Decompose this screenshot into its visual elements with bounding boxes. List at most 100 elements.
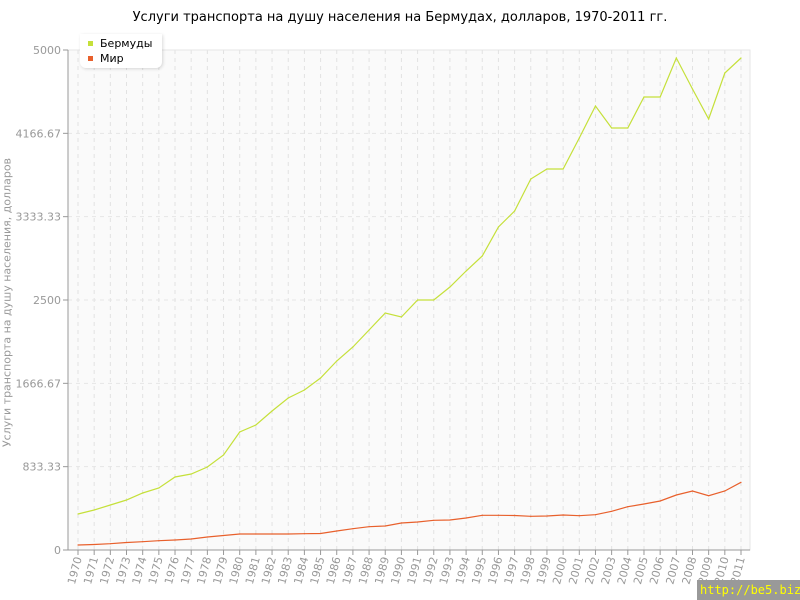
data-point — [481, 255, 483, 257]
y-tick-label: 1666.67 — [16, 377, 62, 390]
data-point — [740, 57, 742, 59]
legend-swatch — [88, 41, 93, 46]
data-point — [336, 360, 338, 362]
data-point — [433, 299, 435, 301]
data-point — [530, 178, 532, 180]
data-point — [481, 514, 483, 516]
data-point — [158, 540, 160, 542]
data-point — [449, 286, 451, 288]
data-point — [303, 533, 305, 535]
series-line-bermuda — [77, 56, 742, 515]
data-point — [659, 500, 661, 502]
data-point — [287, 533, 289, 535]
data-point — [206, 536, 208, 538]
data-point — [174, 476, 176, 478]
data-point — [222, 454, 225, 456]
data-point — [319, 532, 322, 535]
data-point — [239, 431, 241, 433]
data-point — [643, 503, 645, 505]
data-point — [594, 514, 597, 516]
data-point — [675, 57, 677, 59]
data-point — [174, 539, 176, 541]
data-point — [206, 466, 208, 468]
data-point — [400, 316, 403, 318]
data-point — [740, 481, 742, 483]
data-point — [497, 226, 500, 228]
data-point — [562, 514, 564, 516]
data-point — [594, 105, 597, 107]
data-point — [109, 543, 111, 545]
data-point — [465, 270, 467, 272]
data-point — [352, 528, 354, 530]
data-point — [271, 533, 273, 535]
data-point — [77, 513, 79, 515]
data-point — [303, 389, 305, 391]
data-point — [142, 541, 144, 543]
y-axis-label: Услуги транспорта на душу населения, дол… — [0, 157, 14, 448]
data-point — [691, 88, 694, 90]
legend-item-bermuda[interactable]: Бермуды — [88, 37, 152, 50]
data-point — [611, 127, 613, 129]
data-point — [271, 410, 273, 412]
data-point — [497, 514, 500, 516]
data-point — [416, 521, 419, 523]
data-point — [125, 541, 128, 544]
data-point — [449, 519, 451, 521]
data-point — [77, 544, 79, 546]
data-point — [125, 499, 128, 501]
data-point — [384, 525, 386, 527]
data-point — [239, 533, 241, 535]
y-tick-label: 833.33 — [23, 461, 62, 474]
data-point — [368, 329, 370, 331]
data-point — [611, 510, 613, 512]
data-point — [93, 509, 95, 511]
y-tick-label: 5000 — [33, 44, 61, 57]
data-point — [675, 494, 677, 496]
data-point — [530, 515, 532, 517]
data-point — [222, 534, 225, 537]
data-point — [514, 514, 516, 517]
data-point — [562, 168, 564, 170]
data-point — [142, 492, 144, 494]
data-point — [368, 526, 370, 528]
y-tick-label: 3333.33 — [16, 211, 62, 224]
legend-item-world[interactable]: Мир — [88, 52, 124, 65]
data-point — [319, 377, 322, 379]
data-point — [255, 424, 257, 426]
legend-swatch — [88, 56, 93, 61]
data-point — [691, 490, 694, 492]
data-point — [578, 515, 580, 517]
data-point — [190, 538, 192, 540]
data-point — [643, 96, 645, 98]
chart-title: Услуги транспорта на душу населения на Б… — [132, 10, 668, 25]
data-point — [546, 168, 548, 170]
data-point — [255, 533, 257, 535]
data-point — [465, 517, 467, 519]
data-point — [627, 506, 629, 508]
data-point — [708, 118, 710, 120]
data-point — [546, 515, 548, 517]
y-tick-label: 4166.67 — [16, 127, 62, 140]
data-point — [287, 397, 289, 399]
legend: Бермуды Мир — [80, 34, 162, 68]
data-point — [514, 210, 516, 212]
y-tick-label: 2500 — [33, 294, 61, 307]
data-point — [627, 127, 629, 129]
series-line-world — [77, 481, 742, 546]
data-point — [352, 346, 354, 348]
data-point — [433, 519, 435, 521]
data-point — [708, 495, 710, 497]
data-point — [724, 490, 726, 492]
data-point — [190, 473, 192, 475]
data-point — [384, 312, 386, 314]
data-point — [578, 137, 580, 139]
data-point — [93, 543, 95, 546]
data-point — [158, 487, 160, 489]
data-point — [724, 72, 726, 74]
watermark: http://be5.biz/ — [697, 580, 800, 600]
legend-label: Мир — [100, 52, 124, 65]
data-point — [659, 96, 661, 98]
data-point — [336, 530, 338, 532]
